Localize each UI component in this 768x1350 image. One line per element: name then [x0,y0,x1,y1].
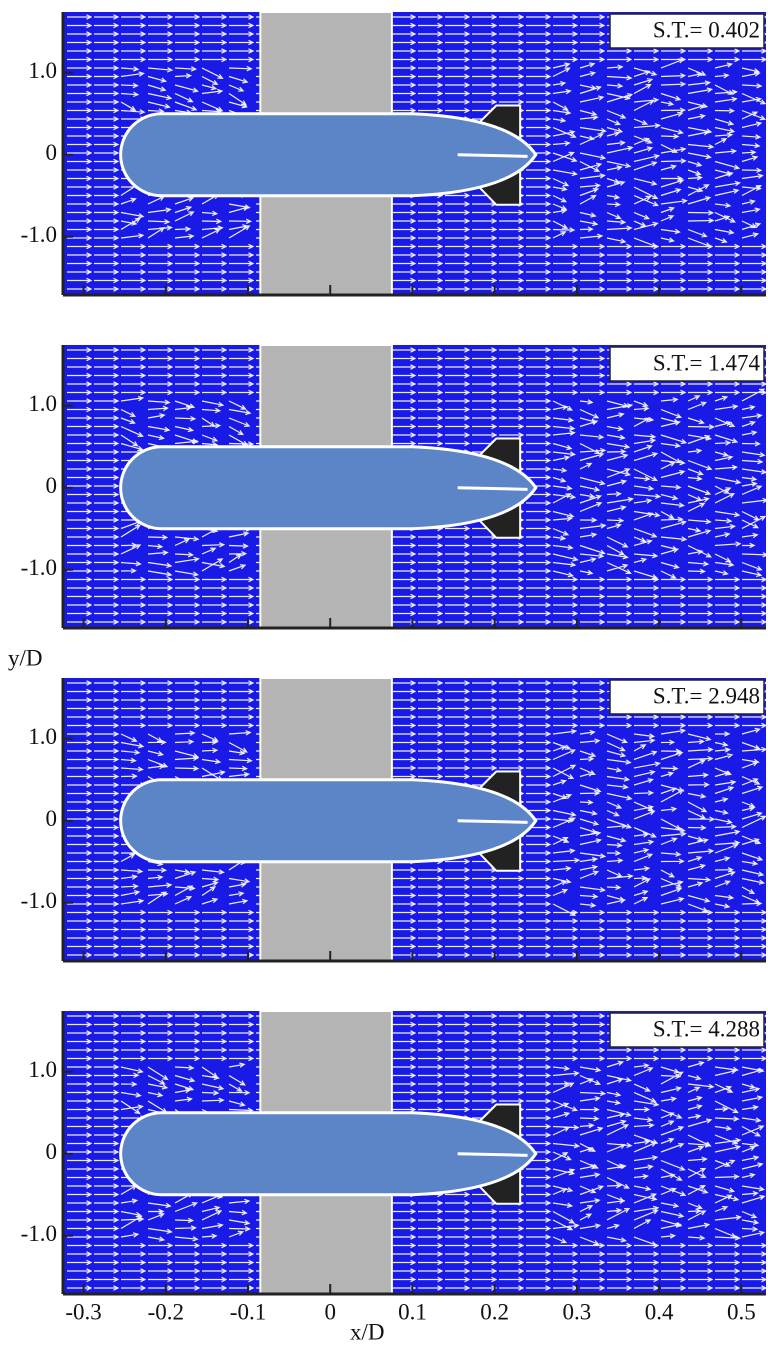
y-tick-label: 1.0 [28,724,57,749]
x-tick-label: 0.3 [563,1299,592,1324]
body [119,112,538,198]
x-tick-label: -0.3 [65,1299,101,1324]
y-tick-label: -1.0 [21,555,57,580]
annotation-box [609,1012,765,1048]
y-tick-label: 1.0 [28,391,57,416]
tail-line [457,486,528,491]
y-tick-label: 1.0 [28,58,57,83]
tail-line [457,819,528,824]
x-tick-label: -0.1 [230,1299,266,1324]
x-axis-label: x/D [350,1319,385,1344]
y-tick-label: -1.0 [21,1221,57,1246]
x-tick-label: 0.5 [727,1299,756,1324]
annotation-box [609,13,765,49]
y-tick-label: -1.0 [21,888,57,913]
y-tick-label: 0 [46,806,58,831]
tail-line [457,153,528,158]
body [119,1111,538,1197]
annotation: S.T.= 2.948 [653,683,760,708]
tail-line [457,1152,528,1157]
x-tick-label: 0.4 [645,1299,674,1324]
y-tick-label: 1.0 [28,1057,57,1082]
x-tick-label: -0.2 [148,1299,184,1324]
y-tick-label: 0 [46,1139,58,1164]
x-tick-label: 0.1 [398,1299,427,1324]
body [119,445,538,531]
body [119,778,538,864]
x-tick-label: 0.2 [480,1299,509,1324]
y-tick-label: 0 [46,140,58,165]
annotation: S.T.= 1.474 [653,350,761,375]
annotation-box [609,679,765,715]
y-tick-label: -1.0 [21,222,57,247]
annotation-box [609,346,765,382]
x-tick-label: 0 [324,1299,336,1324]
y-tick-label: 0 [46,473,58,498]
y-axis-label: y/D [8,645,43,670]
annotation: S.T.= 0.402 [653,17,760,42]
annotation: S.T.= 4.288 [653,1016,760,1041]
